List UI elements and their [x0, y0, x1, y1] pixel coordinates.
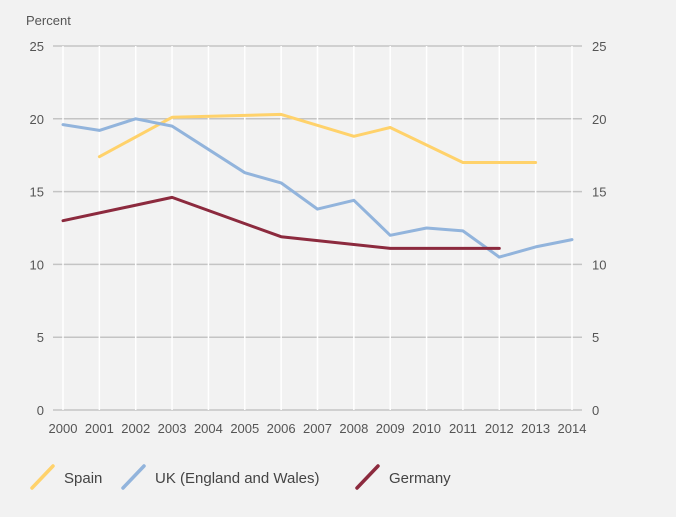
y-tick-right-10: 10 [592, 257, 606, 272]
x-tick-2002: 2002 [121, 421, 150, 436]
legend-label-2: Germany [389, 470, 451, 487]
grid [53, 45, 582, 411]
x-ticks: 2000 2001 2002 2003 2004 2005 2006 2007 2008 2009… [49, 421, 587, 436]
x-tick-2008: 2008 [339, 421, 368, 436]
x-tick-2009: 2009 [376, 421, 405, 436]
y-tick-left-20: 20 [30, 112, 44, 127]
x-tick-2011: 2011 [449, 421, 477, 436]
y-tick-right-20: 20 [592, 112, 606, 127]
y-tick-left-10: 10 [30, 257, 44, 272]
legend-swatch-0 [30, 464, 55, 490]
y-axis-label: Percent [26, 13, 71, 28]
legend-label-1: UK (England and Wales) [155, 470, 320, 487]
y-tick-right-25: 25 [592, 39, 606, 54]
series-lines [61, 112, 574, 259]
x-tick-2007: 2007 [303, 421, 332, 436]
series-line-0 [97, 112, 538, 164]
y-ticks-right: 0 5 10 15 20 25 [592, 39, 606, 418]
legend-label-0: Spain [64, 470, 102, 487]
y-tick-left-15: 15 [30, 185, 44, 200]
y-tick-right-0: 0 [592, 403, 599, 418]
y-tick-left-25: 25 [30, 39, 44, 54]
y-tick-right-5: 5 [592, 330, 599, 345]
x-tick-2001: 2001 [85, 421, 114, 436]
x-tick-2012: 2012 [485, 421, 514, 436]
x-tick-2006: 2006 [267, 421, 296, 436]
x-tick-2003: 2003 [158, 421, 187, 436]
legend-swatch-1 [121, 464, 146, 490]
series-line-2 [61, 195, 501, 250]
x-tick-2010: 2010 [412, 421, 441, 436]
y-tick-left-0: 0 [37, 403, 44, 418]
series-line-1 [61, 117, 574, 259]
legend: Spain UK (England and Wales) Germany [30, 464, 451, 490]
x-tick-2013: 2013 [521, 421, 550, 436]
x-tick-2004: 2004 [194, 421, 223, 436]
x-tick-2005: 2005 [230, 421, 259, 436]
y-tick-right-15: 15 [592, 185, 606, 200]
y-tick-left-5: 5 [37, 330, 44, 345]
y-ticks-left: 0 5 10 15 20 25 [30, 39, 44, 418]
x-tick-2014: 2014 [558, 421, 587, 436]
x-tick-2000: 2000 [49, 421, 78, 436]
legend-swatch-2 [355, 464, 380, 490]
